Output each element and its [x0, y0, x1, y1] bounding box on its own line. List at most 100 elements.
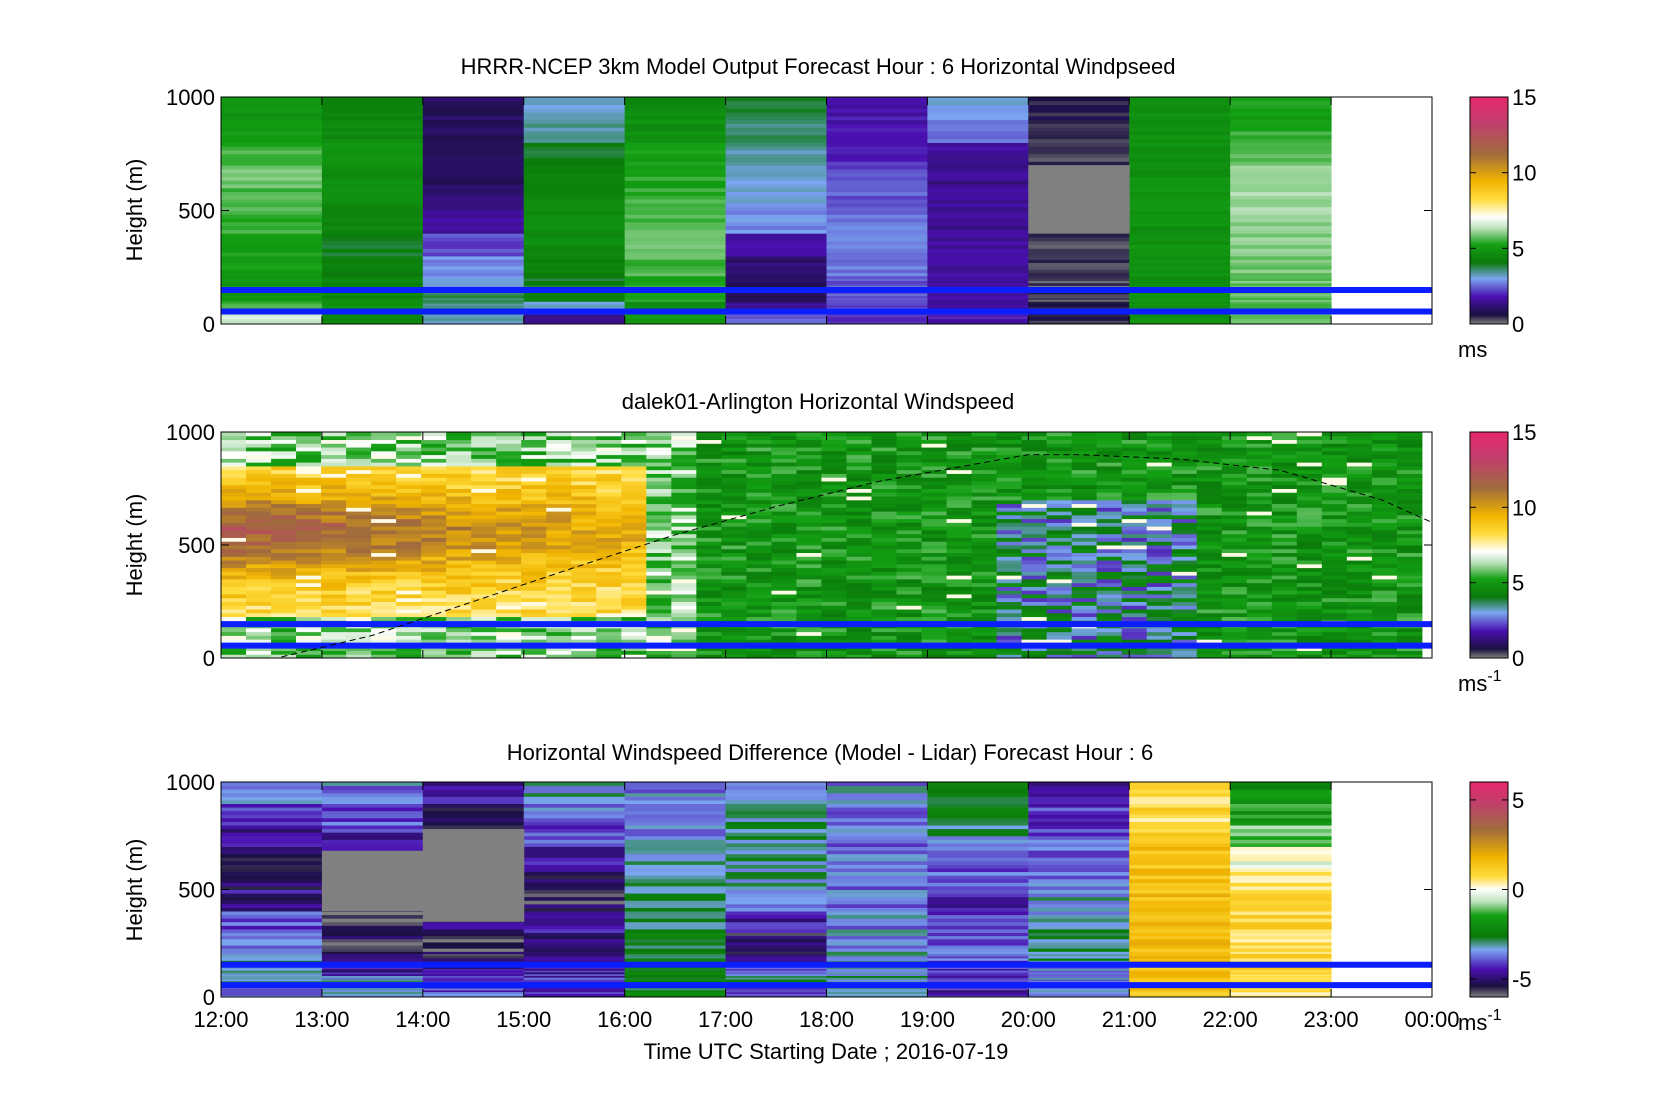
heatmap-cell [671, 631, 697, 636]
heatmap-cell [523, 973, 626, 976]
heatmap-cell [321, 488, 347, 493]
heatmap-cell [471, 601, 497, 606]
heatmap-cell [946, 609, 973, 614]
heatmap-cell [1230, 846, 1332, 851]
heatmap-cell [927, 960, 1029, 964]
heatmap-cell [1171, 526, 1198, 531]
heatmap-cell [1096, 639, 1123, 644]
heatmap-cell [371, 529, 397, 535]
heatmap-cell [771, 616, 797, 621]
heatmap-cell [1046, 499, 1073, 505]
heatmap-cell [1246, 511, 1273, 516]
heatmap-cell [1021, 567, 1048, 572]
heatmap-cell [596, 450, 622, 456]
heatmap-cell [624, 896, 727, 901]
heatmap-cell [771, 443, 797, 448]
heatmap-cell [696, 435, 722, 441]
heatmap-cell [1396, 522, 1423, 527]
heatmap-cell [546, 435, 572, 441]
heatmap-cell [321, 803, 424, 808]
heatmap-cell [746, 582, 772, 587]
heatmap-cell [621, 496, 647, 501]
heatmap-cell [1230, 316, 1332, 319]
heatmap-cell [927, 907, 1029, 912]
heatmap-cell [725, 860, 827, 865]
heatmap-cell [396, 473, 422, 478]
heatmap-cell [523, 134, 626, 140]
heatmap-cell [1296, 499, 1323, 505]
heatmap-cell [725, 889, 827, 894]
heatmap-cell [1146, 593, 1173, 599]
heatmap-cell [725, 792, 827, 797]
heatmap-cell [346, 578, 372, 584]
heatmap-cell [396, 567, 422, 572]
heatmap-cell [971, 473, 998, 478]
heatmap-cell [523, 968, 626, 971]
heatmap-cell [1121, 586, 1148, 591]
heatmap-cell [422, 968, 525, 971]
heatmap-cell [571, 435, 597, 441]
heatmap-cell [725, 278, 827, 281]
heatmap-cell [996, 650, 1023, 655]
heatmap-cell [1096, 616, 1123, 621]
y-axis-label: Height (m) [122, 159, 147, 262]
heatmap-cell [846, 454, 872, 459]
heatmap-cell [221, 280, 323, 284]
heatmap-cell [596, 616, 622, 621]
heatmap-cell [1371, 578, 1398, 584]
heatmap-cell [496, 462, 522, 467]
heatmap-cell [521, 492, 547, 497]
heatmap-cell [646, 447, 672, 452]
heatmap-cell [421, 499, 447, 505]
heatmap-cell [321, 306, 424, 310]
heatmap-cell [821, 597, 847, 602]
heatmap-cell [1196, 518, 1223, 523]
heatmap-cell [321, 639, 347, 644]
heatmap-cell [1046, 443, 1073, 448]
heatmap-cell [1321, 646, 1348, 651]
heatmap-cell [1121, 507, 1148, 512]
heatmap-cell [896, 567, 923, 572]
heatmap-cell [721, 529, 747, 535]
heatmap-cell [846, 529, 872, 535]
heatmap-cell [771, 571, 797, 576]
heatmap-cell [1221, 443, 1248, 448]
heatmap-cell [1046, 548, 1073, 554]
heatmap-cell [1129, 977, 1231, 980]
heatmap-cell [996, 477, 1023, 482]
heatmap-cell [1129, 187, 1231, 193]
heatmap-cell [521, 654, 547, 659]
heatmap-cell [346, 582, 372, 587]
x-tick-label: 20:00 [1001, 1007, 1056, 1032]
heatmap-cell [1129, 971, 1231, 975]
heatmap-cell [896, 545, 923, 550]
heatmap-cell [321, 980, 424, 984]
heatmap-cell [796, 469, 822, 474]
heatmap-cell [826, 832, 928, 837]
heatmap-cell [1296, 477, 1323, 482]
heatmap-cell [1121, 612, 1148, 618]
heatmap-cell [296, 499, 322, 505]
heatmap-cell [571, 518, 597, 523]
heatmap-cell [1021, 597, 1048, 602]
heatmap-cell [422, 225, 525, 230]
heatmap-cell [321, 593, 347, 599]
heatmap-cell [1129, 782, 1231, 787]
heatmap-cell [1028, 896, 1130, 901]
heatmap-cell [521, 443, 547, 448]
heatmap-cell [1371, 627, 1398, 633]
heatmap-cell [621, 450, 647, 456]
heatmap-cell [421, 578, 447, 584]
heatmap-cell [1046, 571, 1073, 576]
heatmap-cell [1021, 447, 1048, 452]
heatmap-cell [422, 796, 525, 801]
heatmap-cell [296, 443, 322, 448]
heatmap-cell [1129, 980, 1231, 984]
heatmap-cell [871, 533, 898, 538]
heatmap-cell [346, 522, 372, 527]
heatmap-cell [1271, 439, 1298, 444]
heatmap-cell [1221, 507, 1248, 512]
heatmap-cell [1230, 229, 1332, 234]
heatmap-cell [826, 165, 928, 170]
heatmap-cell [1196, 575, 1223, 580]
